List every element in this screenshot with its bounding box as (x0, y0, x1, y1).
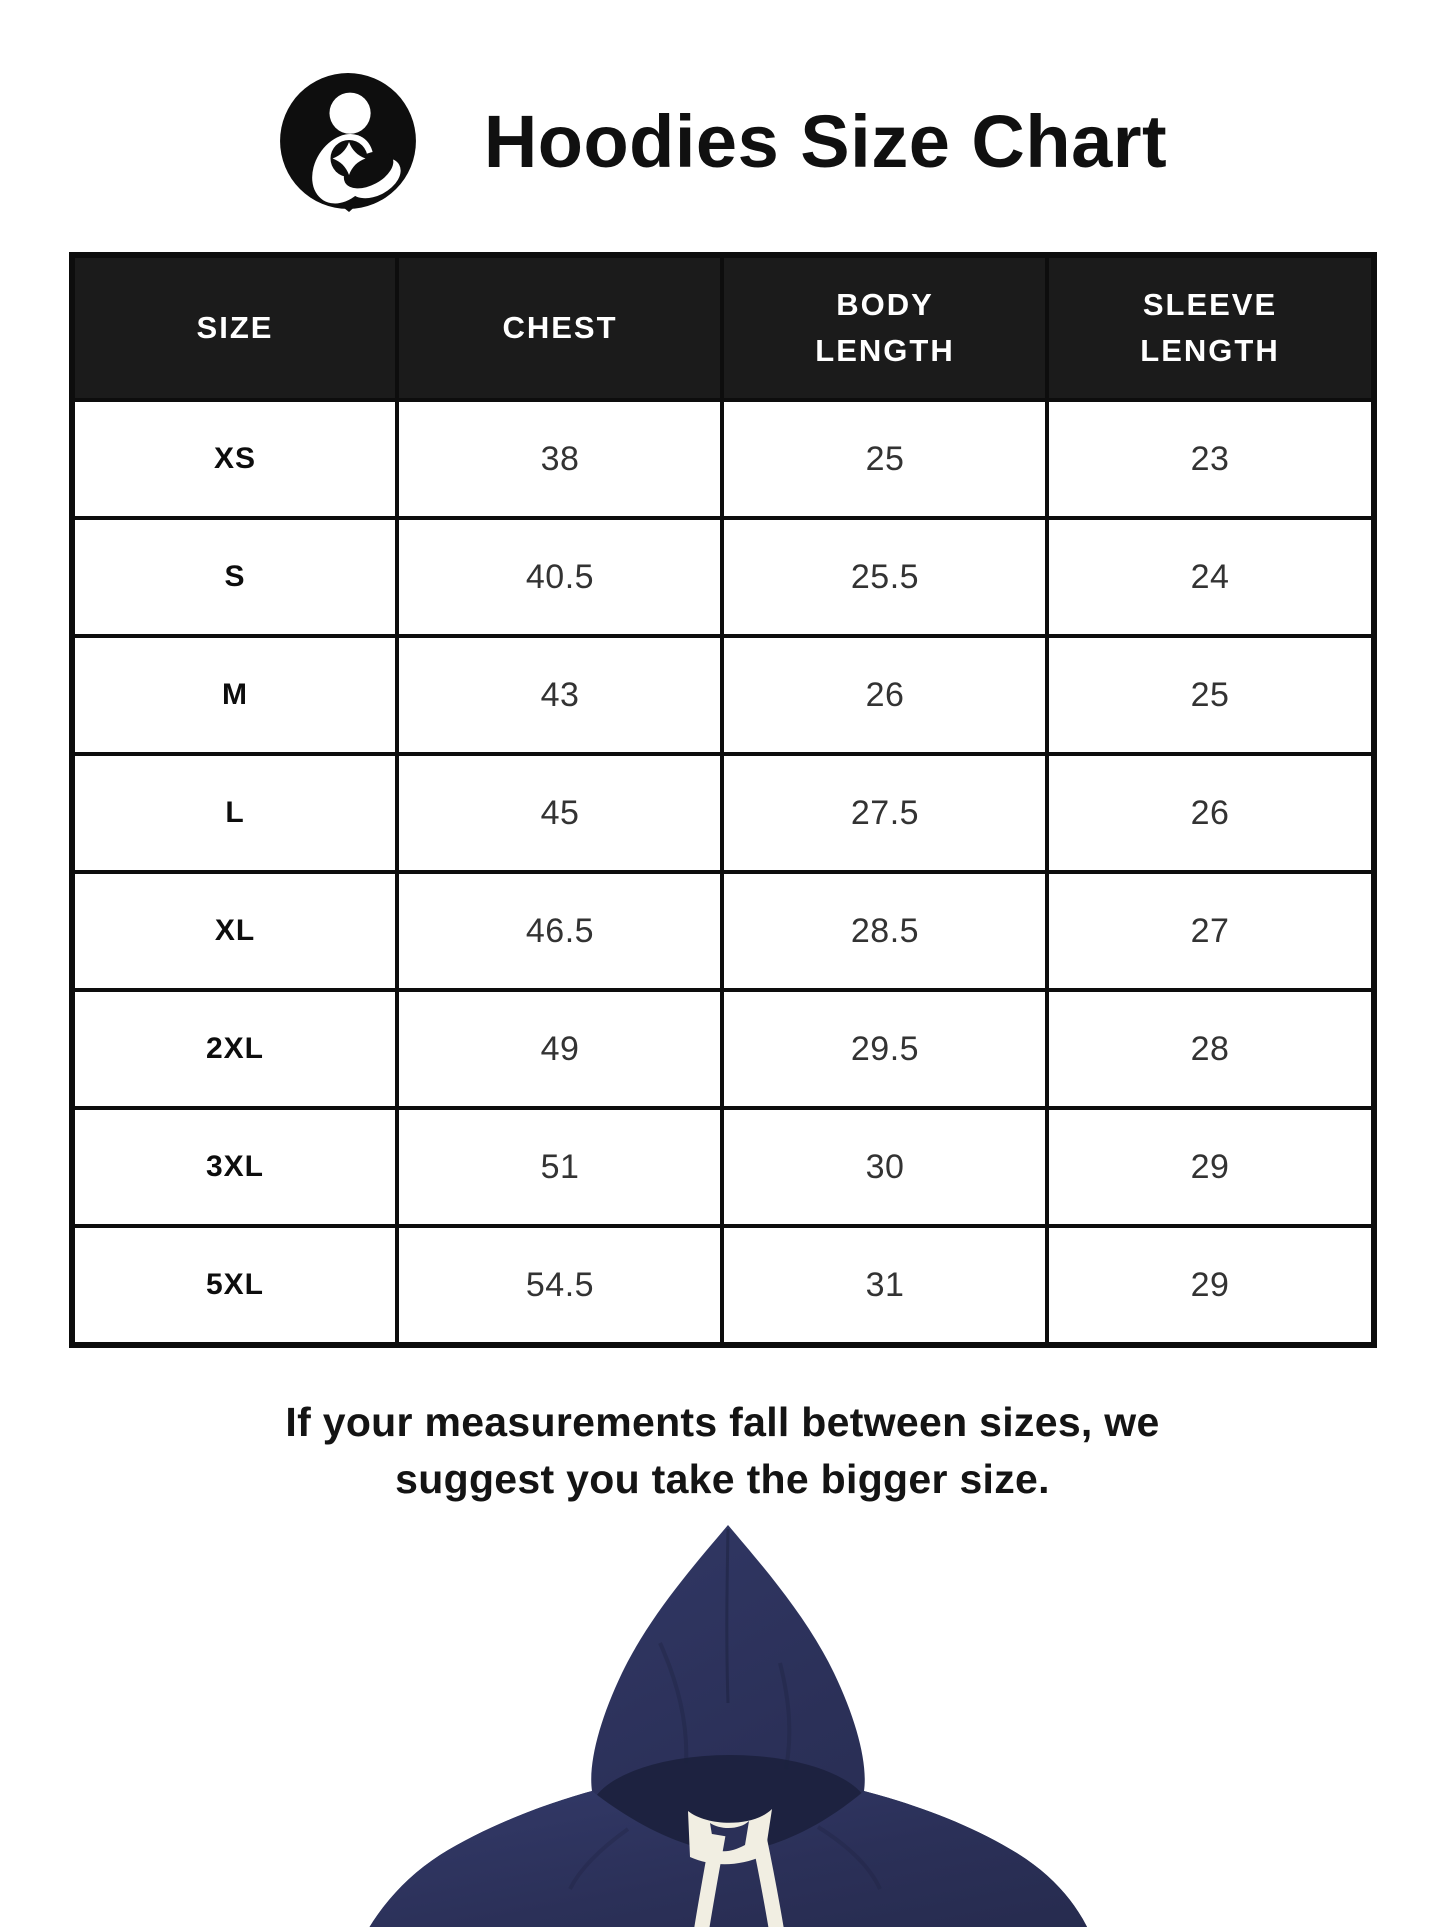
mother-and-child-icon (279, 73, 416, 212)
column-header-line: SIZE (196, 309, 274, 345)
column-header-body-length: BODY LENGTH (720, 253, 1050, 402)
table-row: XS 38 25 23 (69, 398, 1376, 520)
table-row: S 40.5 25.5 24 (69, 516, 1376, 638)
sleeve-length-cell: 26 (1045, 752, 1376, 874)
body-length-cell: 26 (720, 634, 1050, 756)
chest-cell: 54.5 (395, 1224, 725, 1347)
chest-cell: 46.5 (395, 870, 725, 992)
table-row: XL 46.5 28.5 27 (69, 870, 1376, 992)
column-header-line: BODY (836, 286, 934, 322)
page-title: Hoodies Size Chart (483, 100, 1168, 183)
size-cell: XS (69, 398, 400, 520)
column-header-line: LENGTH (815, 333, 955, 368)
body-length-cell: 28.5 (720, 870, 1050, 992)
body-length-cell: 31 (720, 1224, 1050, 1347)
chest-cell: 38 (395, 398, 725, 520)
brand-header: Hoodies Size Chart (0, 72, 1445, 212)
sleeve-length-cell: 24 (1045, 516, 1376, 638)
size-cell: S (69, 516, 400, 638)
column-header-sleeve-length: SLEEVE LENGTH (1045, 253, 1376, 402)
sleeve-length-cell: 29 (1045, 1224, 1376, 1347)
size-cell: 3XL (69, 1106, 400, 1228)
chest-cell: 45 (395, 752, 725, 874)
table-row: L 45 27.5 26 (69, 752, 1376, 874)
sleeve-length-cell: 29 (1045, 1106, 1376, 1228)
body-length-cell: 29.5 (720, 988, 1050, 1110)
body-length-cell: 25.5 (720, 516, 1050, 638)
chest-cell: 49 (395, 988, 725, 1110)
chest-cell: 43 (395, 634, 725, 756)
size-cell: XL (69, 870, 400, 992)
sleeve-length-cell: 23 (1045, 398, 1376, 520)
sizing-note: If your measurements fall between sizes,… (0, 1394, 1445, 1507)
sizing-note-line: If your measurements fall between sizes,… (285, 1399, 1160, 1445)
size-cell: M (69, 634, 400, 756)
body-length-cell: 30 (720, 1106, 1050, 1228)
column-header-size: SIZE (69, 253, 400, 402)
sizing-note-line: suggest you take the bigger size. (395, 1455, 1050, 1502)
size-cell: 5XL (69, 1224, 400, 1347)
size-cell: L (69, 752, 400, 874)
chest-cell: 51 (395, 1106, 725, 1228)
table-row: 3XL 51 30 29 (69, 1106, 1376, 1228)
size-chart-table: SIZE CHEST BODY LENGTH SLEEVE LENGTH XS … (68, 252, 1377, 1348)
table-header-row: SIZE CHEST BODY LENGTH SLEEVE LENGTH (69, 253, 1376, 402)
body-length-cell: 25 (720, 398, 1050, 520)
column-header-line: CHEST (502, 309, 618, 345)
sleeve-length-cell: 27 (1045, 870, 1376, 992)
chest-cell: 40.5 (395, 516, 725, 638)
hoodie-illustration (369, 1525, 1087, 1927)
hoodie-product-image (278, 1523, 1168, 1927)
column-header-line: LENGTH (1140, 333, 1280, 368)
column-header-line: SLEEVE (1142, 286, 1278, 322)
table-row: 2XL 49 29.5 28 (69, 988, 1376, 1110)
sleeve-length-cell: 25 (1045, 634, 1376, 756)
table-row: 5XL 54.5 31 29 (69, 1224, 1376, 1347)
column-header-chest: CHEST (395, 253, 725, 402)
size-cell: 2XL (69, 988, 400, 1110)
sleeve-length-cell: 28 (1045, 988, 1376, 1110)
body-length-cell: 27.5 (720, 752, 1050, 874)
table-row: M 43 26 25 (69, 634, 1376, 756)
